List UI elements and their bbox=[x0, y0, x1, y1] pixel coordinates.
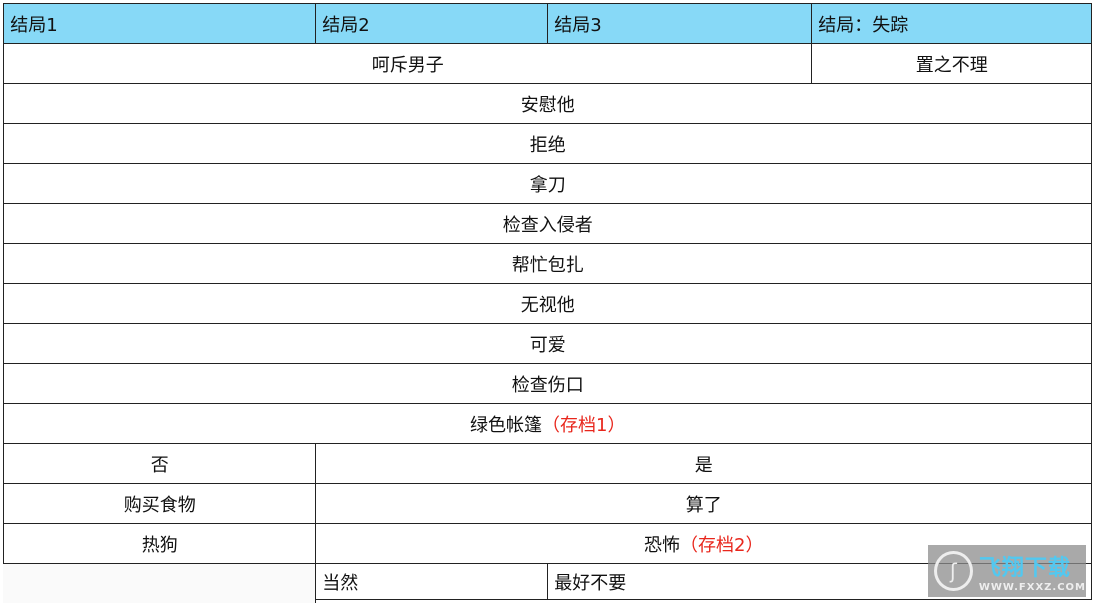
cell-step: 无视他 bbox=[3, 283, 1093, 325]
save-1-text: 绿色帐篷 bbox=[470, 414, 543, 436]
cell-step: 拒绝 bbox=[3, 123, 1093, 165]
cell-scold-man: 呵斥男子 bbox=[3, 43, 813, 85]
cell-empty bbox=[3, 564, 317, 604]
cell-forget-it: 算了 bbox=[315, 483, 1093, 525]
cell-step: 检查入侵者 bbox=[3, 203, 1093, 245]
cell-step: 拿刀 bbox=[3, 163, 1093, 205]
cell-save-1: 绿色帐篷 （存档1） bbox=[3, 403, 1093, 445]
save-2-tag: （存档2） bbox=[680, 534, 764, 556]
cell-step: 安慰他 bbox=[3, 83, 1093, 125]
watermark-logo: ʃ 飞翔下载 WWW.FXXZ.COM bbox=[928, 545, 1086, 597]
logo-swirl-icon: ʃ bbox=[934, 551, 973, 591]
header-ending-2: 结局2 bbox=[315, 3, 549, 45]
cell-no: 否 bbox=[3, 443, 317, 485]
cell-of-course: 当然 bbox=[315, 563, 549, 601]
cell-better-not: 最好不要 bbox=[547, 563, 1093, 601]
save-1-tag: （存档1） bbox=[542, 414, 626, 436]
watermark-name: 飞翔下载 bbox=[978, 555, 1071, 581]
watermark-url: WWW.FXXZ.COM bbox=[978, 581, 1086, 593]
cell-step: 帮忙包扎 bbox=[3, 243, 1093, 285]
header-ending-3: 结局3 bbox=[547, 3, 813, 45]
cell-hotdog: 热狗 bbox=[3, 523, 317, 565]
cell-step: 可爱 bbox=[3, 323, 1093, 365]
scary-text: 恐怖 bbox=[644, 534, 681, 556]
cell-yes: 是 bbox=[315, 443, 1093, 485]
header-ending-missing: 结局：失踪 bbox=[811, 3, 1093, 45]
cell-step: 检查伤口 bbox=[3, 363, 1093, 405]
header-ending-1: 结局1 bbox=[3, 3, 317, 45]
cell-ignore: 置之不理 bbox=[811, 43, 1093, 85]
cell-buy-food: 购买食物 bbox=[3, 483, 317, 525]
